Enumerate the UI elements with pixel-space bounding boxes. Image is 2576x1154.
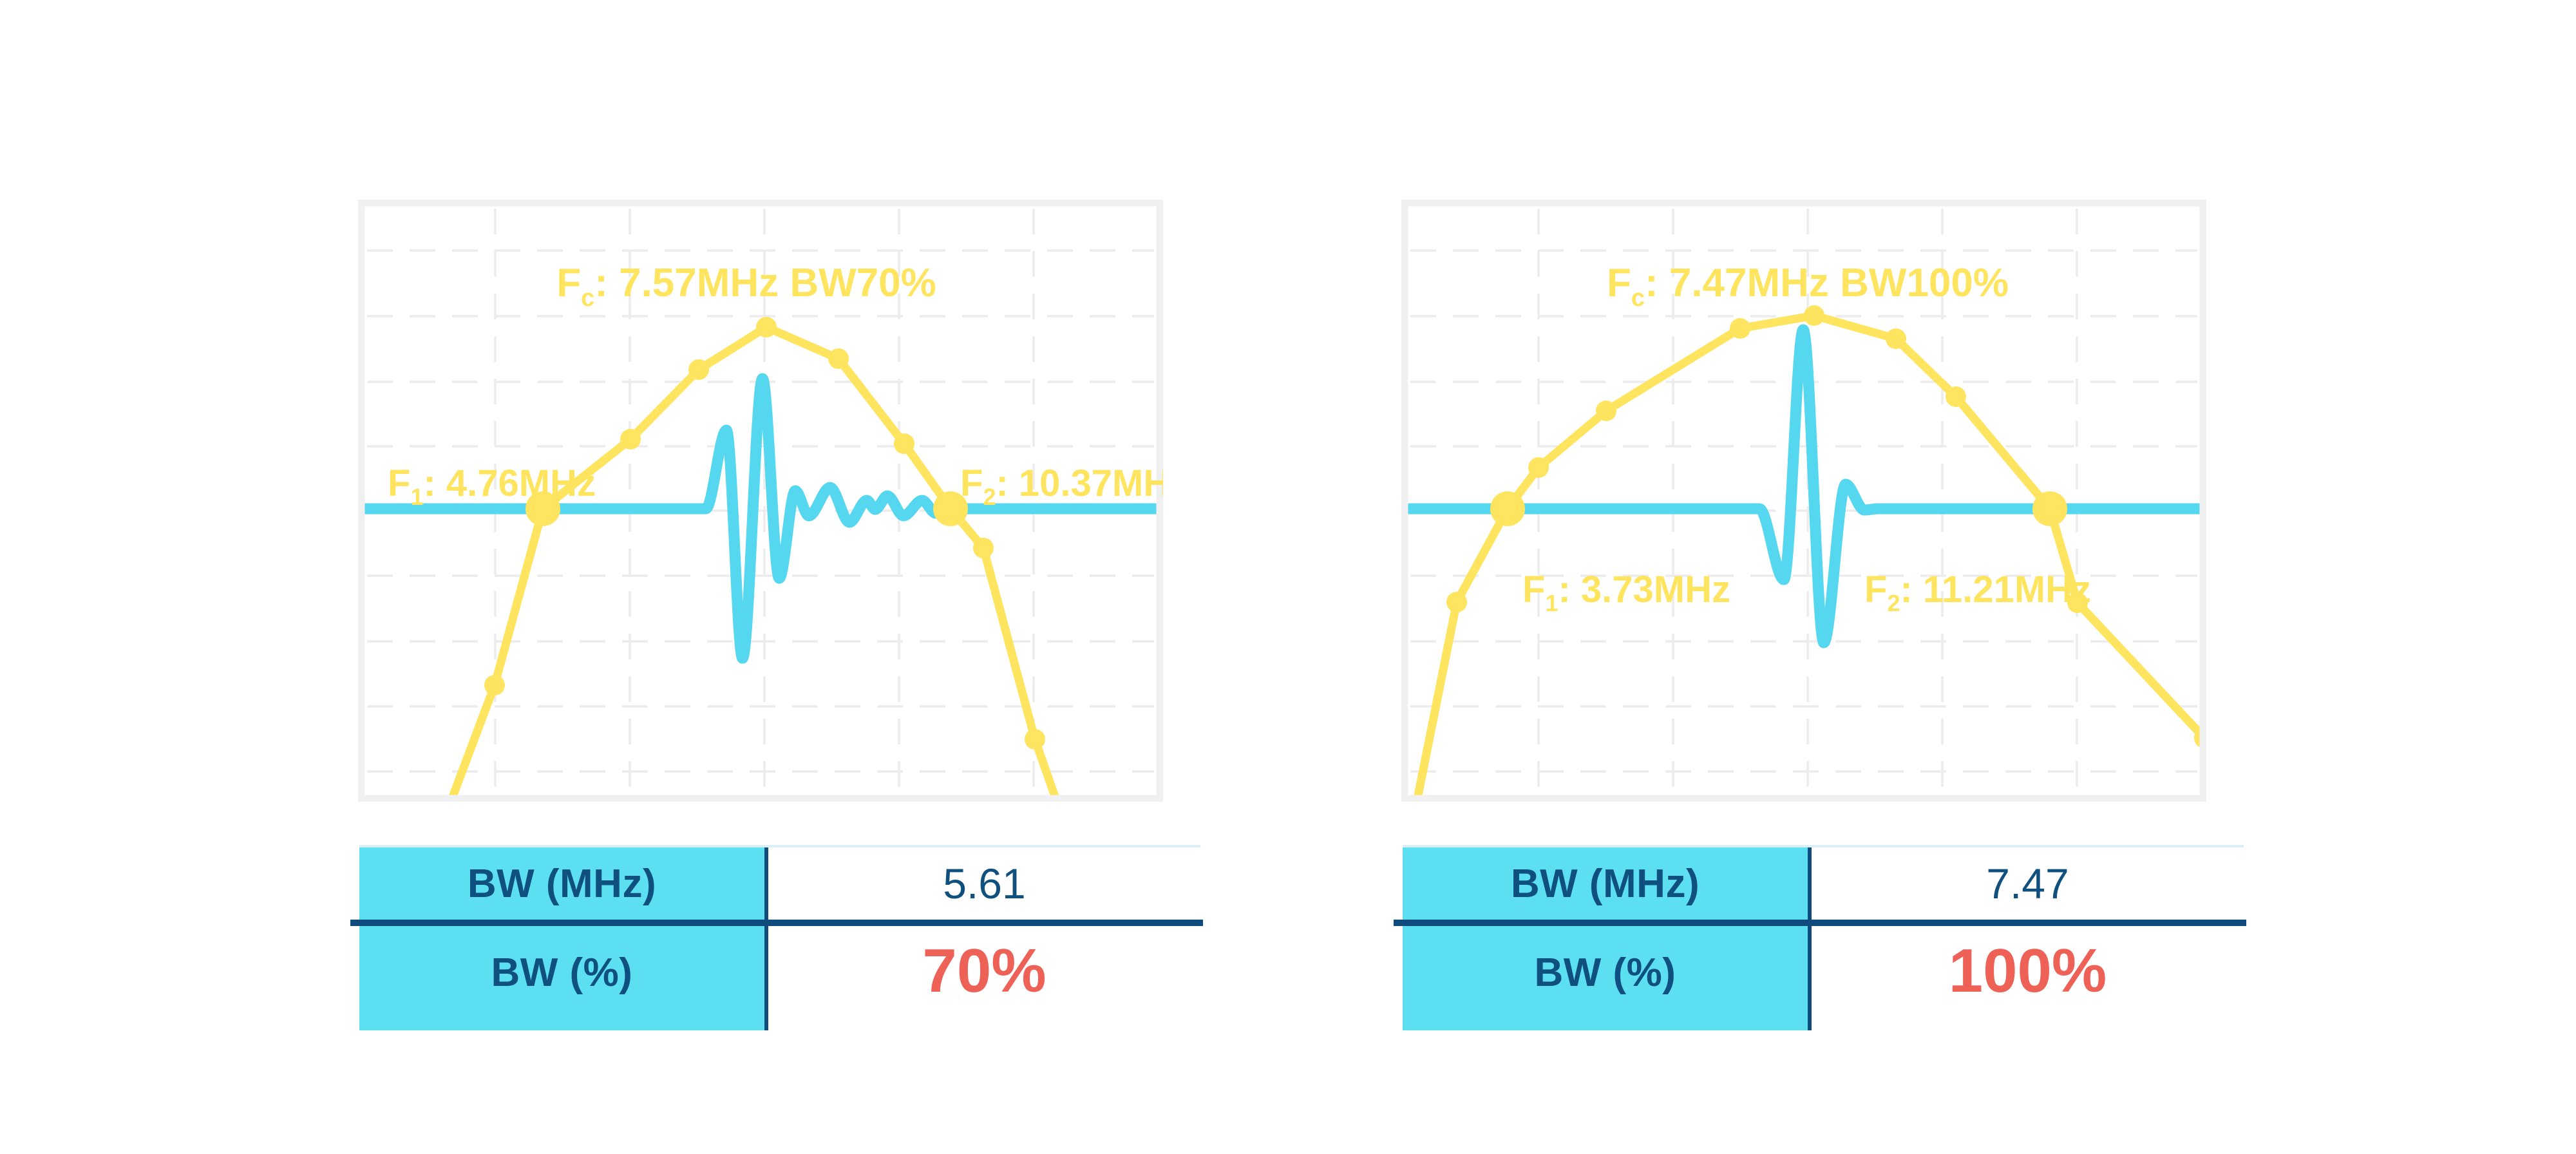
frequency-spectrum-point bbox=[1025, 729, 1045, 750]
left-bw-pct-value: 70% bbox=[922, 936, 1046, 1005]
right-bw-mhz-label: BW (MHz) bbox=[1510, 861, 1700, 906]
f2-annotation: F2: 11.21MHz bbox=[1864, 569, 2091, 616]
frequency-spectrum-point bbox=[2194, 728, 2200, 748]
right-table-column-divider bbox=[1808, 847, 1812, 1030]
right-bw-mhz-value: 7.47 bbox=[1986, 860, 2069, 907]
left-table-row-separator bbox=[350, 920, 1203, 926]
chart-frame bbox=[1401, 200, 2206, 802]
crossing-marker bbox=[526, 491, 560, 526]
left-bw-pct-label: BW (%) bbox=[491, 951, 633, 995]
crossing-marker bbox=[2032, 491, 2067, 526]
left-table-column-divider bbox=[764, 847, 768, 1030]
frequency-spectrum-point bbox=[1804, 305, 1824, 326]
frequency-spectrum-point bbox=[1528, 457, 1549, 478]
frequency-spectrum-point bbox=[1730, 318, 1750, 339]
fc-annotation: Fc: 7.57MHz BW70% bbox=[556, 261, 936, 312]
left-bw-mhz-label: BW (MHz) bbox=[467, 861, 657, 906]
frequency-spectrum-point bbox=[756, 317, 777, 337]
frequency-spectrum-point bbox=[828, 348, 849, 369]
spectrum-chart-right: Fc: 7.47MHz BW100% F1: 3.73MHz F2: 11.21MH… bbox=[1401, 200, 2206, 802]
left-bw-mhz-value: 5.61 bbox=[943, 860, 1026, 907]
frequency-spectrum-point bbox=[620, 429, 641, 449]
frequency-spectrum-line bbox=[448, 323, 1059, 795]
left-table-label-column bbox=[359, 847, 764, 1030]
left-table-top-line bbox=[359, 845, 1200, 847]
spectrum-chart-left-svg: Fc: 7.57MHz BW70% F1: 4.76MHz F2: 10.37MHz bbox=[358, 200, 1163, 802]
right-table-label-column bbox=[1403, 847, 1808, 1030]
frequency-spectrum-point bbox=[1886, 328, 1906, 349]
f2-annotation: F2: 10.37MHz bbox=[960, 462, 1163, 510]
chart-frame bbox=[358, 200, 1163, 802]
right-table-top-line bbox=[1403, 845, 2244, 847]
frequency-spectrum-point bbox=[1446, 592, 1467, 612]
right-table-row-separator bbox=[1394, 920, 2246, 926]
f1-annotation: F1: 3.73MHz bbox=[1522, 569, 1730, 616]
frequency-spectrum-point bbox=[688, 359, 709, 380]
echo-waveform-line bbox=[1408, 324, 2200, 648]
right-bw-pct-value: 100% bbox=[1948, 936, 2107, 1005]
frequency-spectrum-point bbox=[1596, 401, 1616, 421]
spectrum-chart-right-svg: Fc: 7.47MHz BW100% F1: 3.73MHz F2: 11.21MH… bbox=[1401, 200, 2206, 802]
fc-annotation: Fc: 7.47MHz BW100% bbox=[1607, 261, 2009, 312]
right-bw-pct-label: BW (%) bbox=[1534, 951, 1676, 995]
f1-annotation: F1: 4.76MHz bbox=[388, 462, 596, 510]
crossing-marker bbox=[1490, 491, 1525, 526]
frequency-spectrum-point bbox=[1946, 386, 1966, 407]
frequency-spectrum-point bbox=[973, 538, 994, 558]
frequency-spectrum-point bbox=[2067, 592, 2088, 613]
frequency-spectrum-point bbox=[484, 675, 505, 695]
frequency-spectrum-point bbox=[894, 433, 914, 454]
crossing-marker bbox=[933, 491, 968, 526]
grid-lines bbox=[1410, 209, 2197, 793]
spectrum-chart-left: Fc: 7.57MHz BW70% F1: 4.76MHz F2: 10.37MHz bbox=[358, 200, 1163, 802]
